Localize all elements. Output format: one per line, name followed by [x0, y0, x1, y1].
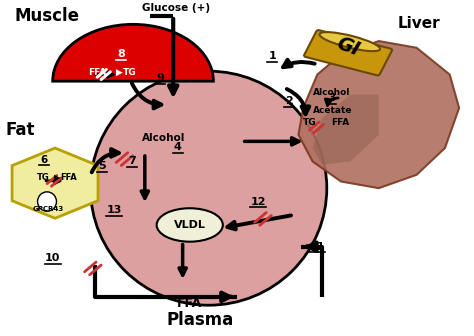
Wedge shape — [53, 24, 213, 81]
Ellipse shape — [319, 32, 380, 51]
Text: Glucose (+): Glucose (+) — [143, 3, 210, 13]
Text: TG: TG — [37, 173, 50, 182]
Text: 5: 5 — [99, 162, 106, 171]
Text: 8: 8 — [118, 49, 125, 59]
Text: 2: 2 — [285, 96, 293, 106]
Text: 12: 12 — [251, 197, 266, 207]
Text: 3: 3 — [328, 93, 335, 103]
Text: 1: 1 — [269, 51, 276, 61]
Text: GI: GI — [334, 34, 362, 60]
Text: Liver: Liver — [398, 16, 440, 31]
Text: 10: 10 — [45, 253, 60, 263]
Polygon shape — [313, 94, 379, 165]
Text: 11: 11 — [310, 242, 325, 252]
Polygon shape — [299, 41, 459, 188]
Text: FFA: FFA — [60, 173, 76, 182]
Text: TG: TG — [123, 68, 136, 77]
Text: GPCR43: GPCR43 — [33, 206, 64, 212]
Text: TG: TG — [303, 118, 317, 127]
Ellipse shape — [156, 208, 223, 242]
Text: Muscle: Muscle — [15, 7, 80, 25]
Text: 4: 4 — [174, 142, 182, 152]
Text: Fat: Fat — [5, 121, 35, 139]
Polygon shape — [12, 148, 98, 218]
Text: ▶: ▶ — [116, 68, 122, 77]
Text: Alcohol: Alcohol — [142, 133, 185, 143]
Ellipse shape — [91, 71, 327, 305]
Text: VLDL: VLDL — [174, 220, 206, 230]
FancyBboxPatch shape — [304, 30, 392, 75]
Text: Plasma: Plasma — [166, 311, 233, 329]
Text: 13: 13 — [107, 205, 122, 215]
Text: Acetate: Acetate — [313, 106, 352, 115]
Text: FFA: FFA — [177, 297, 202, 310]
Text: FFA: FFA — [88, 68, 106, 77]
Text: 6: 6 — [41, 155, 48, 165]
Text: 7: 7 — [128, 157, 136, 166]
Text: ▶: ▶ — [54, 173, 60, 182]
Text: 9: 9 — [156, 73, 164, 83]
Text: FFA: FFA — [331, 118, 350, 127]
Text: Alcohol: Alcohol — [313, 88, 350, 96]
Ellipse shape — [37, 192, 56, 211]
